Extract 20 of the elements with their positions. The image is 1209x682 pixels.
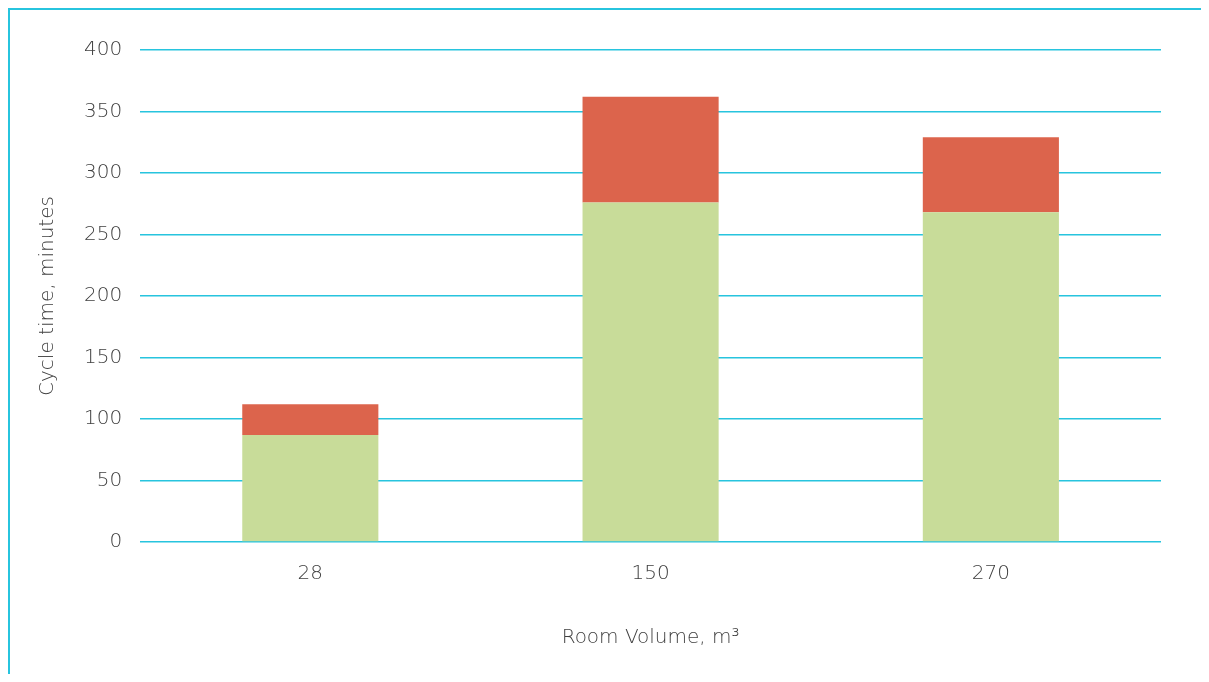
bar	[922, 137, 1059, 213]
x-tick-label: 270	[971, 560, 1010, 585]
x-axis-title: Room Volume, m³	[561, 624, 740, 649]
bar	[922, 212, 1059, 542]
y-tick-label: 100	[83, 405, 123, 430]
y-tick-label: 300	[83, 159, 123, 184]
y-tick-label: 50	[96, 466, 123, 491]
x-tick-label: 150	[631, 560, 670, 585]
x-tick-label: 28	[297, 560, 324, 585]
bar	[582, 96, 719, 203]
y-tick-label: 200	[83, 282, 123, 307]
bar	[242, 434, 379, 542]
bar	[242, 404, 379, 435]
y-axis-title: Cycle time, minutes	[34, 196, 59, 396]
y-tick-label: 250	[83, 220, 123, 245]
bar	[582, 202, 719, 542]
y-tick-label: 400	[83, 36, 123, 61]
y-tick-label: 150	[83, 343, 123, 368]
y-tick-label: 350	[83, 97, 123, 122]
y-tick-label: 0	[109, 528, 123, 553]
